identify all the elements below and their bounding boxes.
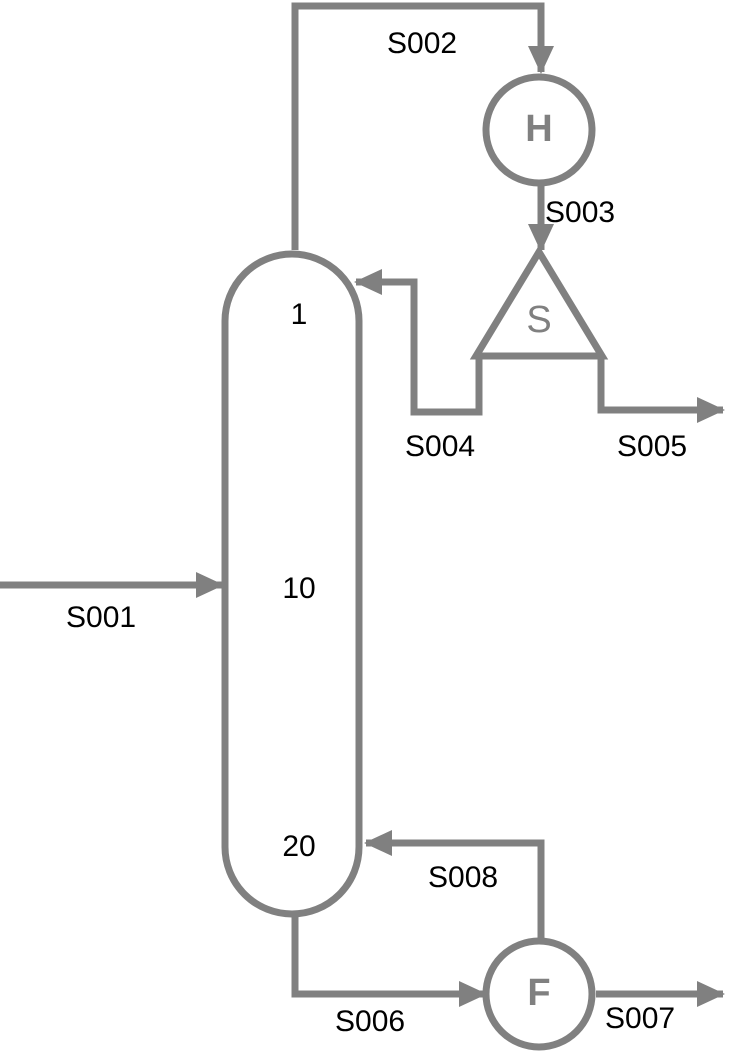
stream-s008-line	[364, 830, 545, 938]
heater-unit[interactable]	[482, 73, 596, 187]
heater-label: H	[525, 108, 552, 150]
stream-s001-label: S001	[66, 601, 136, 634]
stage-label-top: 1	[291, 298, 308, 331]
stream-s005-label: S005	[617, 430, 687, 463]
flash-label: F	[527, 972, 550, 1014]
distillation-column[interactable]	[221, 250, 363, 918]
stream-s003-label: S003	[545, 196, 615, 229]
stage-label-bottom: 20	[282, 830, 315, 863]
stream-s004-line	[354, 269, 483, 416]
stream-s007-label: S007	[605, 1002, 675, 1035]
stream-s006-label: S006	[335, 1005, 405, 1038]
stream-s004-label: S004	[405, 430, 475, 463]
stage-label-feed: 10	[282, 572, 315, 605]
splitter-label: S	[526, 299, 551, 341]
stream-s002-label: S002	[387, 27, 457, 60]
stream-s008-label: S008	[428, 861, 498, 894]
stream-s002-line	[291, 2, 554, 250]
flash-unit[interactable]	[482, 937, 596, 1051]
stream-s005-line	[597, 358, 725, 423]
stream-s006-line	[291, 916, 487, 1007]
splitter-unit[interactable]	[469, 245, 609, 360]
